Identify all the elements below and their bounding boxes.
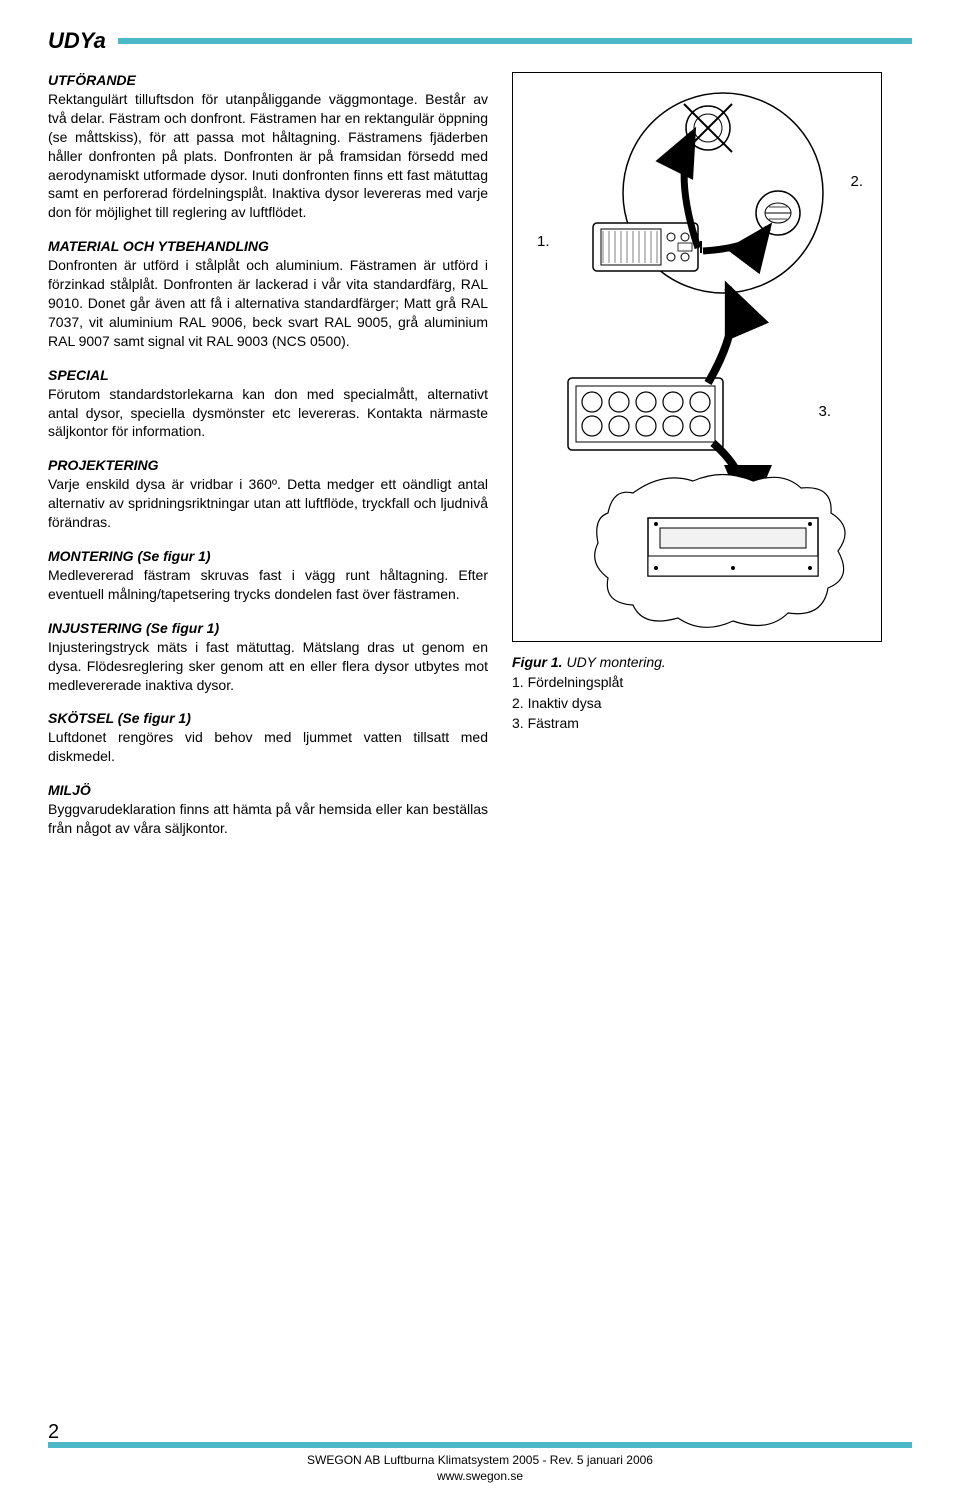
content-columns: UTFÖRANDE Rektangulärt tilluftsdon för u…	[48, 72, 912, 854]
right-column: 1. 2. 3. Figur 1. UDY montering. 1. Förd…	[508, 72, 912, 854]
figure-legend-item: 2. Inaktiv dysa	[512, 693, 912, 713]
section-title: SKÖTSEL (Se figur 1)	[48, 710, 488, 726]
section-body: Förutom standardstorlekarna kan don med …	[48, 385, 488, 442]
section-skotsel: SKÖTSEL (Se figur 1) Luftdonet rengöres …	[48, 710, 488, 766]
left-column: UTFÖRANDE Rektangulärt tilluftsdon för u…	[48, 72, 488, 854]
footer: SWEGON AB Luftburna Klimatsystem 2005 - …	[0, 1442, 960, 1484]
header-accent-line	[118, 38, 912, 44]
section-special: SPECIAL Förutom standardstorlekarna kan …	[48, 367, 488, 442]
section-injustering: INJUSTERING (Se figur 1) Injusteringstry…	[48, 620, 488, 695]
figure-legend-item: 1. Fördelningsplåt	[512, 672, 912, 692]
page: UDYa UTFÖRANDE Rektangulärt tilluftsdon …	[0, 0, 960, 1504]
section-material: MATERIAL OCH YTBEHANDLING Donfronten är …	[48, 238, 488, 350]
figure-label-1: 1.	[537, 233, 550, 250]
section-body: Luftdonet rengöres vid behov med ljummet…	[48, 728, 488, 766]
figure-caption-title: Figur 1.	[512, 654, 563, 670]
figure-caption-desc: UDY montering.	[563, 654, 666, 670]
figure-caption: Figur 1. UDY montering. 1. Fördelningspl…	[512, 652, 912, 733]
footer-text: SWEGON AB Luftburna Klimatsystem 2005 - …	[48, 1452, 912, 1484]
section-body: Rektangulärt tilluftsdon för utanpåligga…	[48, 90, 488, 222]
page-number: 2	[48, 1421, 59, 1444]
figure-label-2: 2.	[850, 173, 863, 190]
section-title: INJUSTERING (Se figur 1)	[48, 620, 488, 636]
product-code: UDYa	[48, 28, 106, 54]
section-body: Varje enskild dysa är vridbar i 360º. De…	[48, 475, 488, 532]
section-body: Medlevererad fästram skruvas fast i vägg…	[48, 566, 488, 604]
footer-line1: SWEGON AB Luftburna Klimatsystem 2005 - …	[48, 1452, 912, 1468]
section-title: UTFÖRANDE	[48, 72, 488, 88]
section-title: MATERIAL OCH YTBEHANDLING	[48, 238, 488, 254]
figure-label-3: 3.	[818, 403, 831, 420]
section-title: SPECIAL	[48, 367, 488, 383]
header-bar: UDYa	[48, 28, 912, 54]
section-title: MILJÖ	[48, 782, 488, 798]
figure-box: 1. 2. 3.	[512, 72, 882, 642]
footer-accent-line	[48, 1442, 912, 1448]
section-title: PROJEKTERING	[48, 457, 488, 473]
figure-legend-item: 3. Fästram	[512, 713, 912, 733]
section-montering: MONTERING (Se figur 1) Medlevererad fäst…	[48, 548, 488, 604]
section-miljo: MILJÖ Byggvarudeklaration finns att hämt…	[48, 782, 488, 838]
section-title: MONTERING (Se figur 1)	[48, 548, 488, 564]
section-body: Injusteringstryck mäts i fast mätuttag. …	[48, 638, 488, 695]
section-projektering: PROJEKTERING Varje enskild dysa är vridb…	[48, 457, 488, 532]
mounting-diagram-icon	[513, 73, 881, 641]
section-utforande: UTFÖRANDE Rektangulärt tilluftsdon för u…	[48, 72, 488, 222]
section-body: Donfronten är utförd i stålplåt och alum…	[48, 256, 488, 350]
footer-line2: www.swegon.se	[48, 1468, 912, 1484]
section-body: Byggvarudeklaration finns att hämta på v…	[48, 800, 488, 838]
figure-caption-line: Figur 1. UDY montering.	[512, 652, 912, 672]
